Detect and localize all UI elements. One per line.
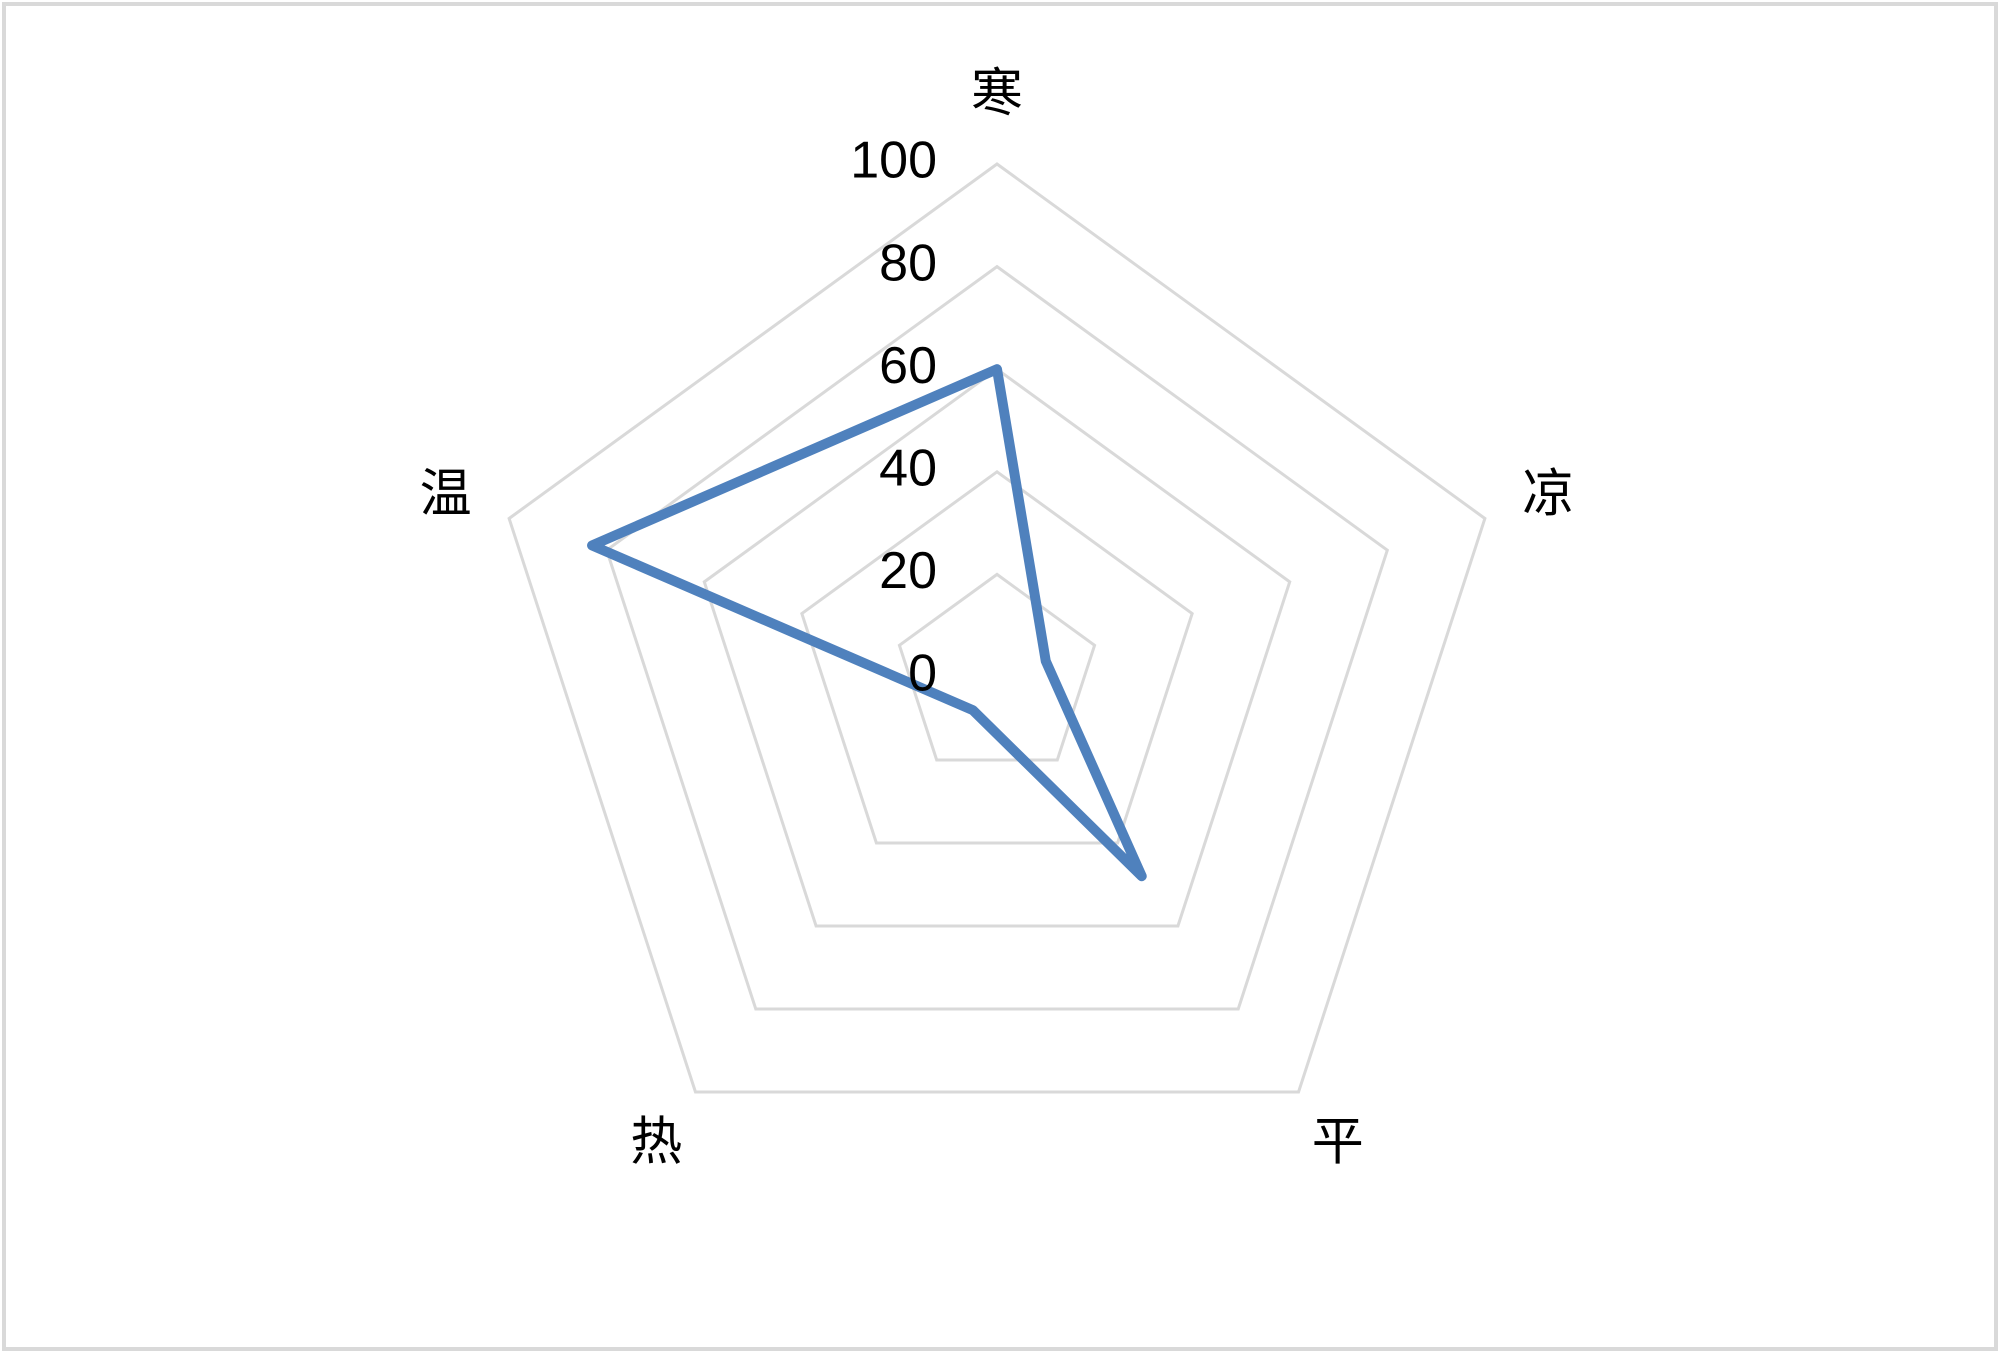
category-label: 平 [1312,1112,1364,1172]
grid-ring [897,572,1097,762]
grid-ring [604,264,1390,1011]
category-label: 凉 [1522,464,1574,524]
y-tick-label: 0 [908,645,937,703]
y-tick-label: 60 [879,337,937,395]
grid [507,162,1487,1094]
y-tick-label: 40 [879,440,937,498]
category-label: 温 [420,464,472,524]
category-label: 热 [630,1112,682,1172]
series-line [587,364,1147,882]
y-tick-label: 100 [850,132,937,190]
grid-ring [702,367,1292,928]
grid-ring [800,469,1194,845]
grid-ring [507,162,1487,1094]
category-label: 寒 [971,64,1023,124]
labels: 0 20 40 60 80 100 寒凉平 热 温 [420,64,1575,1173]
y-tick-label: 80 [879,234,937,292]
plot [587,364,1147,882]
y-tick-label: 20 [879,542,937,600]
